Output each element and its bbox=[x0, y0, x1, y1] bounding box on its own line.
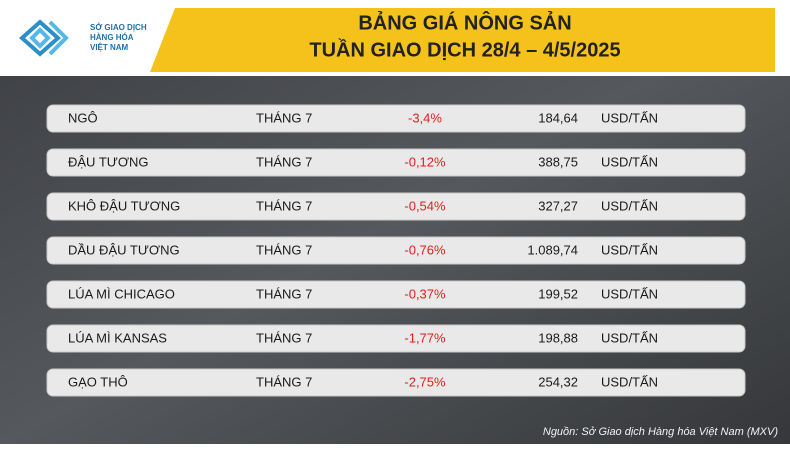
cell-month: THÁNG 7 bbox=[256, 286, 312, 301]
cell-unit: USD/TẤN bbox=[601, 242, 658, 257]
cell-change: -2,75% bbox=[404, 374, 446, 389]
cell-unit: USD/TẤN bbox=[601, 330, 658, 345]
cell-price: 199,52 bbox=[538, 286, 578, 301]
cell-product: NGÔ bbox=[68, 110, 98, 125]
cell-product: DẦU ĐẬU TƯƠNG bbox=[68, 242, 180, 257]
cell-month: THÁNG 7 bbox=[256, 242, 312, 257]
title-band bbox=[150, 8, 775, 72]
cell-change: -1,77% bbox=[404, 330, 446, 345]
cell-product: ĐẬU TƯƠNG bbox=[68, 154, 149, 169]
cell-product: LÚA MÌ KANSAS bbox=[68, 330, 167, 345]
table-row bbox=[46, 368, 746, 397]
table-row bbox=[46, 148, 746, 177]
cell-change: -0,76% bbox=[404, 242, 446, 257]
cell-price: 184,64 bbox=[538, 110, 578, 125]
cell-unit: USD/TẤN bbox=[601, 154, 658, 169]
table-row bbox=[46, 324, 746, 353]
cell-price: 327,27 bbox=[538, 198, 578, 213]
logo bbox=[18, 19, 69, 57]
table: NGÔ THÁNG 7 -3,4% 184,64 USD/TẤN ĐẬU TƯƠNG THÁ… bbox=[46, 104, 746, 397]
table-row bbox=[46, 192, 746, 221]
cell-change: -0,12% bbox=[404, 154, 446, 169]
cell-product: KHÔ ĐẬU TƯƠNG bbox=[68, 198, 180, 213]
cell-unit: USD/TẤN bbox=[601, 374, 658, 389]
table-row bbox=[46, 280, 746, 309]
cell-change: -0,54% bbox=[404, 198, 446, 213]
cell-change: -0,37% bbox=[404, 286, 446, 301]
title: BẢNG GIÁ NÔNG SẢN bbox=[358, 10, 571, 34]
cell-product: GẠO THÔ bbox=[68, 374, 128, 389]
cell-price: 388,75 bbox=[538, 154, 578, 169]
logo-text: VIỆT NAM bbox=[90, 43, 129, 52]
cell-price: 198,88 bbox=[538, 330, 578, 345]
cell-unit: USD/TẤN bbox=[601, 198, 658, 213]
cell-month: THÁNG 7 bbox=[256, 198, 312, 213]
cell-product: LÚA MÌ CHICAGO bbox=[68, 286, 175, 301]
cell-change: -3,4% bbox=[408, 110, 442, 125]
table-row bbox=[46, 236, 746, 265]
cell-unit: USD/TẤN bbox=[601, 110, 658, 125]
cell-price: 254,32 bbox=[538, 374, 578, 389]
cell-month: THÁNG 7 bbox=[256, 110, 312, 125]
cell-month: THÁNG 7 bbox=[256, 330, 312, 345]
logo-text: HÀNG HÓA bbox=[90, 33, 134, 42]
table-row bbox=[46, 104, 746, 133]
title: TUẦN GIAO DỊCH 28/4 – 4/5/2025 bbox=[309, 38, 620, 61]
cell-price: 1.089,74 bbox=[527, 242, 578, 257]
cell-month: THÁNG 7 bbox=[256, 154, 312, 169]
logo-text: SỞ GIAO DỊCH bbox=[90, 23, 147, 32]
source: Nguồn: Sở Giao dịch Hàng hóa Việt Nam (M… bbox=[543, 426, 778, 438]
cell-month: THÁNG 7 bbox=[256, 374, 312, 389]
cell-unit: USD/TẤN bbox=[601, 286, 658, 301]
